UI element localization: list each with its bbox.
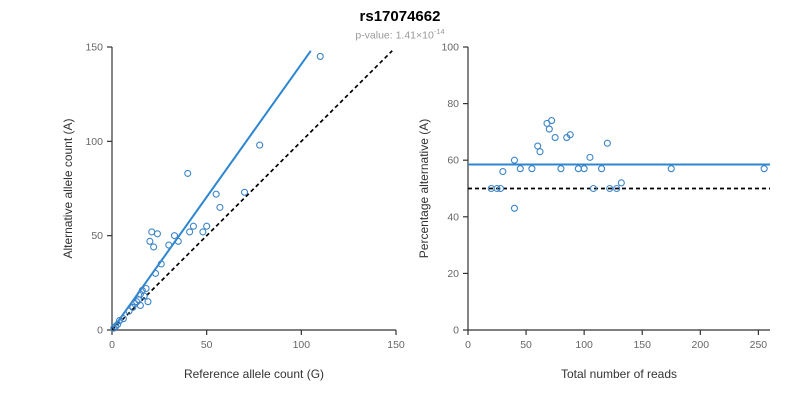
- data-point: [536, 148, 544, 156]
- svg-text:60: 60: [447, 155, 459, 167]
- data-point: [613, 184, 621, 193]
- pvalue-exponent: -14: [433, 27, 445, 36]
- data-point: [580, 165, 588, 173]
- percentage-scatter: 0 50 100 150 200 250 0 20 40 60 80 100 Total number …: [417, 42, 770, 381]
- x-axis-label: Reference allele count (G): [184, 367, 324, 381]
- y-axis-label: Alternative allele count (A): [61, 118, 75, 258]
- data-point: [165, 241, 173, 249]
- data-point: [146, 237, 154, 245]
- data-point: [240, 188, 249, 196]
- data-point: [496, 184, 505, 193]
- data-point: [186, 228, 194, 236]
- regression-line: [111, 50, 312, 331]
- data-point: [316, 52, 324, 60]
- data-point: [110, 324, 118, 332]
- svg-text:0: 0: [97, 325, 103, 337]
- data-point: [667, 165, 675, 173]
- data-point: [598, 165, 606, 173]
- svg-text:80: 80: [447, 98, 459, 110]
- data-point: [199, 228, 207, 236]
- data-point: [516, 165, 524, 173]
- data-point: [112, 322, 120, 330]
- allele-count-scatter: 0 50 100 150 0 50 100 150 Reference allele count…: [61, 42, 405, 382]
- data-point: [760, 165, 768, 173]
- data-point: [534, 142, 542, 150]
- svg-text:100: 100: [441, 42, 459, 54]
- data-point: [212, 190, 220, 198]
- svg-text:50: 50: [520, 339, 532, 351]
- svg-text:100: 100: [85, 136, 103, 148]
- svg-text:0: 0: [109, 339, 115, 351]
- data-point: [528, 165, 536, 173]
- svg-text:20: 20: [447, 268, 459, 280]
- data-point: [566, 131, 574, 139]
- data-point: [116, 317, 124, 325]
- data-point: [189, 222, 197, 230]
- svg-text:150: 150: [85, 42, 103, 54]
- data-point: [151, 269, 160, 277]
- data-point: [170, 232, 179, 240]
- data-point: [129, 303, 137, 311]
- svg-text:200: 200: [692, 339, 710, 351]
- data-point: [499, 167, 507, 176]
- data-point: [203, 222, 211, 230]
- data-point: [144, 298, 152, 306]
- data-point: [142, 284, 150, 293]
- pvalue-text: p-value: 1.41×10: [355, 29, 434, 42]
- y-axis-label: Percentage alternative (A): [417, 119, 431, 258]
- svg-text:100: 100: [293, 339, 311, 351]
- data-point: [510, 204, 519, 212]
- plot-subtitle: p-value: 1.41×10-14: [0, 27, 800, 42]
- svg-text:150: 150: [387, 339, 405, 351]
- data-point: [551, 134, 559, 142]
- data-point: [114, 320, 122, 328]
- data-point: [586, 153, 594, 161]
- svg-text:0: 0: [465, 339, 471, 351]
- data-point: [256, 141, 264, 149]
- data-point: [148, 228, 156, 236]
- data-point: [557, 165, 565, 173]
- data-point: [133, 298, 141, 306]
- x-axis-label: Total number of reads: [561, 367, 677, 381]
- data-point: [150, 243, 158, 251]
- data-point: [174, 237, 182, 245]
- data-point: [140, 292, 148, 300]
- svg-text:50: 50: [91, 230, 103, 242]
- plot-title: rs17074662: [359, 8, 441, 25]
- data-point: [153, 230, 161, 238]
- data-point: [136, 290, 144, 298]
- svg-text:40: 40: [447, 211, 459, 223]
- svg-text:250: 250: [750, 339, 768, 351]
- data-point: [184, 169, 192, 177]
- data-point: [157, 260, 165, 268]
- data-point: [617, 179, 625, 187]
- svg-text:100: 100: [575, 339, 593, 351]
- data-point: [574, 165, 582, 173]
- identity-line: [111, 50, 393, 331]
- data-point: [589, 184, 597, 193]
- data-point: [125, 307, 133, 315]
- svg-text:150: 150: [633, 339, 651, 351]
- data-point: [545, 125, 553, 133]
- svg-text:0: 0: [453, 325, 459, 337]
- data-point: [603, 139, 611, 147]
- data-point: [119, 315, 127, 323]
- data-point: [216, 203, 224, 211]
- data-point: [510, 156, 519, 164]
- data-point: [548, 117, 556, 125]
- data-point: [606, 184, 614, 193]
- data-point: [493, 184, 501, 193]
- svg-text:50: 50: [201, 339, 213, 351]
- data-point: [136, 301, 144, 310]
